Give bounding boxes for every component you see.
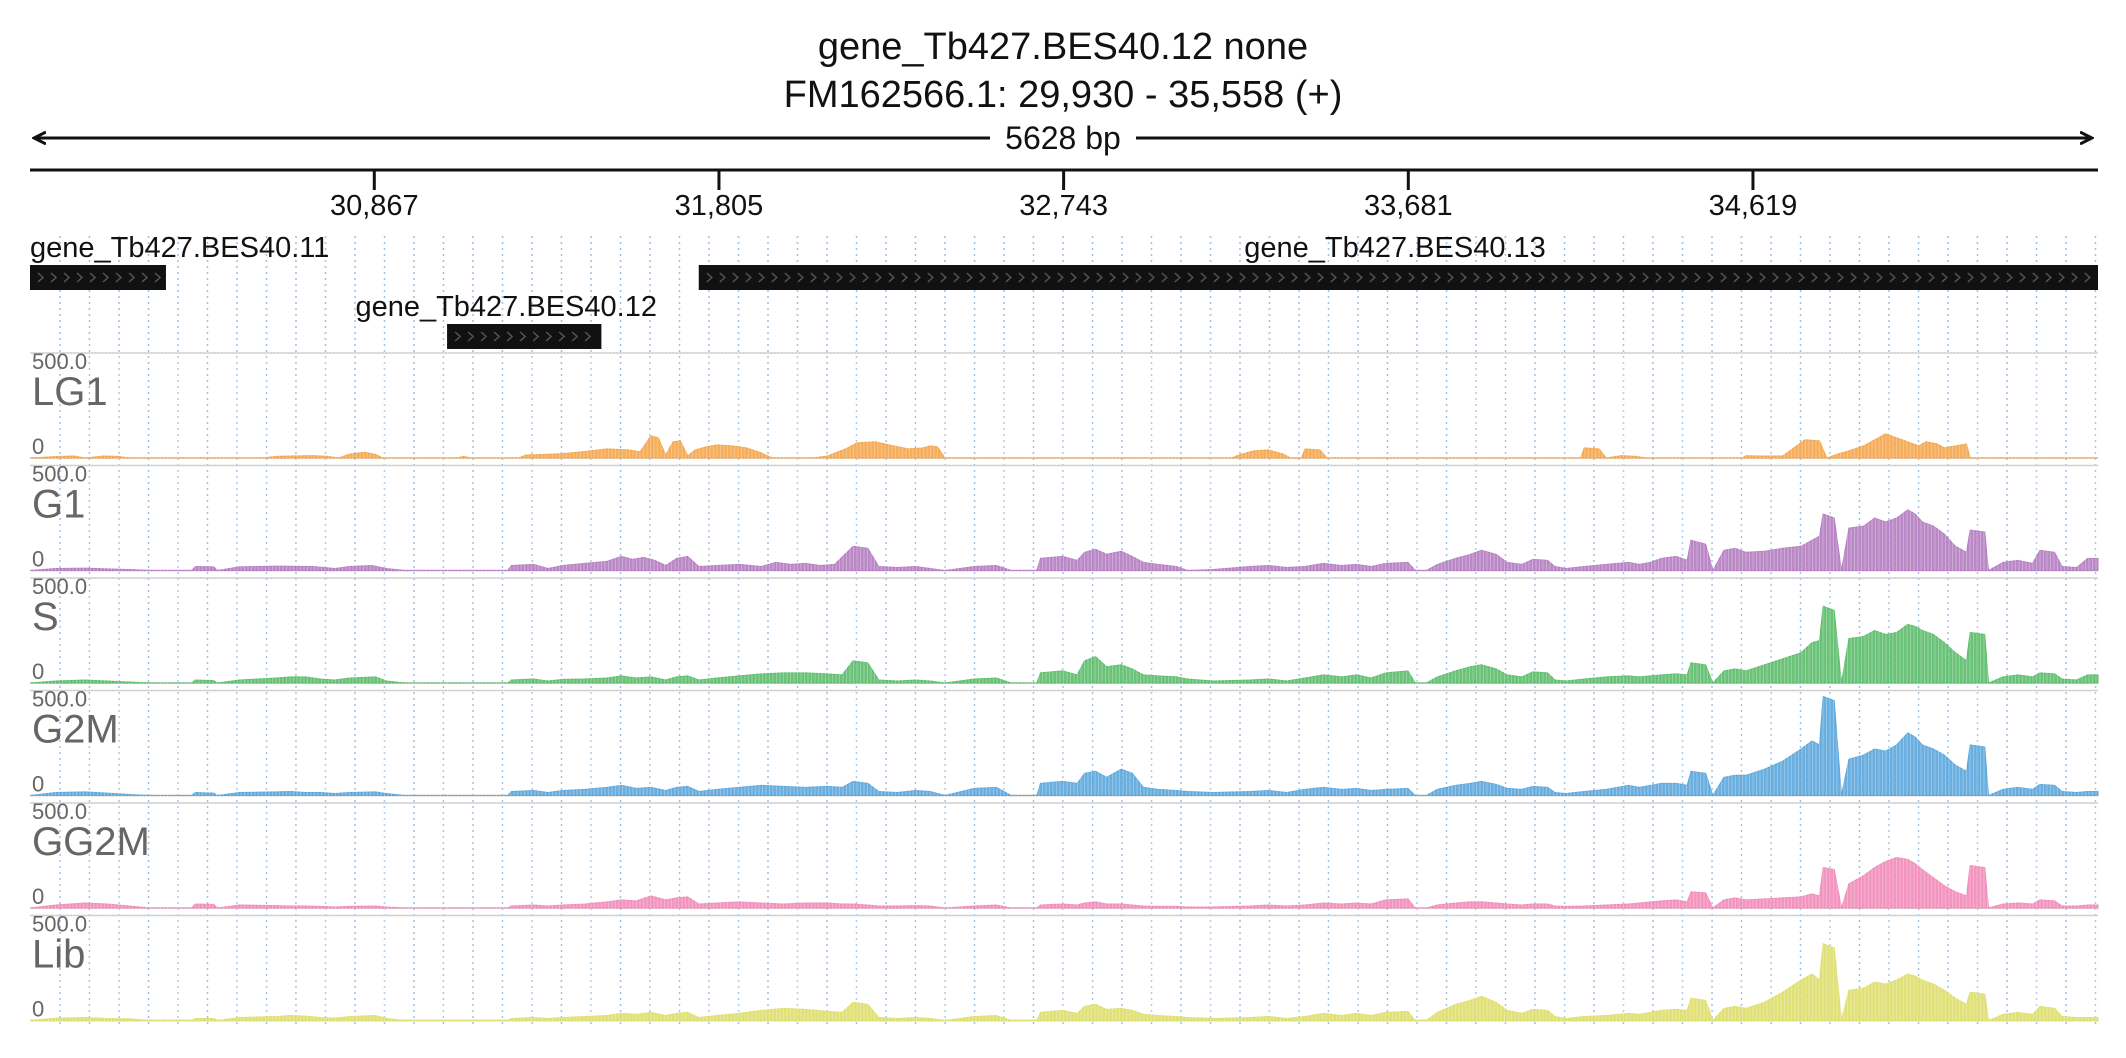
page-title: gene_Tb427.BES40.12 none	[818, 26, 1308, 68]
coverage-tracks: 500.0LG10500.0G10500.0S0500.0G2M0500.0GG…	[29, 349, 2099, 1023]
track-scale-max: 500.0	[32, 799, 87, 824]
track-name: G2M	[32, 708, 119, 752]
track-name: Lib	[32, 933, 85, 977]
track-name: G1	[32, 483, 85, 527]
bar-separators	[30, 576, 2097, 685]
track-scale-max: 500.0	[32, 462, 87, 487]
coverage-area	[29, 605, 2099, 684]
bar-separators	[30, 351, 2097, 460]
gene-feature[interactable]	[698, 265, 2098, 290]
coverage-track-s: 500.0S 0	[29, 574, 2099, 685]
ruler-tick-label: 32,743	[1019, 190, 1108, 222]
ruler-tick-label: 31,805	[675, 190, 764, 222]
track-scale-min: 0	[32, 547, 44, 572]
coverage-area	[29, 695, 2099, 797]
coverage-area	[29, 856, 2099, 909]
bar-separators	[30, 688, 2097, 798]
bar-separators	[30, 801, 2097, 910]
span-length-label: 5628 bp	[1005, 120, 1121, 156]
ruler-ticks: 30,867 31,805 32,743 33,681 34,619	[330, 170, 1797, 222]
track-name: LG1	[32, 370, 108, 414]
gene-annotation-track: gene_Tb427.BES40.11 gene_Tb427.BES40.12 ge…	[30, 232, 2098, 349]
track-scale-max: 500.0	[32, 349, 87, 374]
track-scale-min: 0	[32, 659, 44, 684]
gene-label: gene_Tb427.BES40.11	[30, 232, 329, 264]
track-name: GG2M	[32, 820, 150, 864]
gene-feature[interactable]	[30, 265, 166, 290]
gene-label: gene_Tb427.BES40.13	[1244, 232, 1546, 264]
coverage-area	[29, 509, 2099, 572]
track-scale-max: 500.0	[32, 574, 87, 599]
track-scale-max: 500.0	[32, 687, 87, 712]
track-scale-min: 0	[32, 434, 44, 459]
gene-label: gene_Tb427.BES40.12	[355, 291, 657, 323]
track-name: S	[32, 595, 59, 639]
ruler-tick-label: 33,681	[1364, 190, 1453, 222]
ruler-tick-label: 34,619	[1709, 190, 1798, 222]
bar-separators	[30, 463, 2097, 573]
strand-chevrons	[454, 331, 592, 342]
ruler-tick-label: 30,867	[330, 190, 419, 222]
coverage-track-g1: 500.0G1 0	[29, 462, 2099, 573]
coverage-area	[29, 433, 2098, 459]
track-scale-min: 0	[32, 884, 44, 909]
locus-label: FM162566.1: 29,930 - 35,558 (+)	[784, 74, 1343, 116]
bar-separators	[30, 913, 2097, 1023]
coverage-area	[29, 943, 2099, 1022]
track-scale-min: 0	[32, 772, 44, 797]
track-scale-max: 500.0	[32, 912, 87, 937]
strand-chevrons	[37, 272, 162, 283]
track-scale-min: 0	[32, 997, 44, 1022]
strand-chevrons	[706, 272, 2091, 283]
